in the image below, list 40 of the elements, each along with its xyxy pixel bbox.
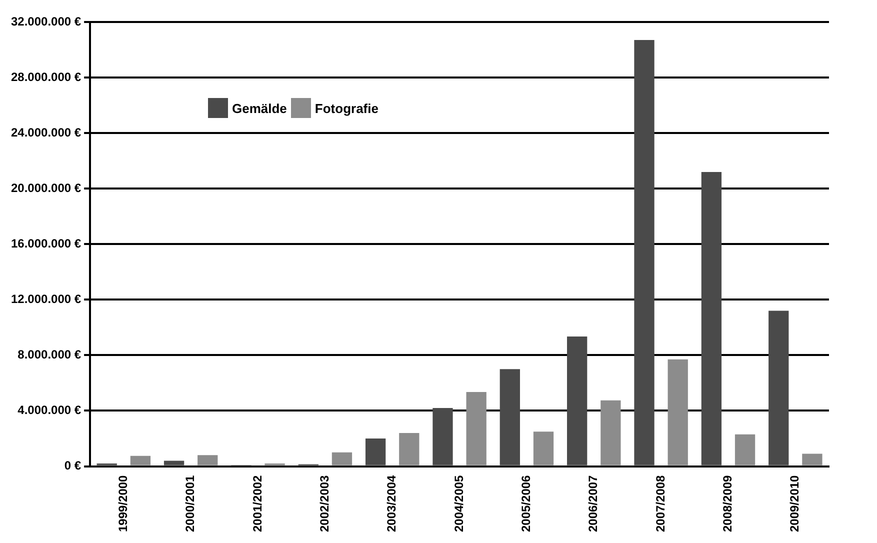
x-tick-label: 2004/2005 (452, 474, 466, 532)
bar (533, 432, 554, 466)
bar (500, 369, 520, 466)
bar (567, 336, 588, 466)
y-tick-label: 32.000.000 € (10, 14, 82, 28)
y-tick-label: 0 € (64, 458, 82, 473)
x-tick-label: 2000/2001 (183, 474, 198, 532)
x-tick-label: 2005/2006 (519, 474, 534, 532)
x-tick-label: 2008/2009 (720, 474, 735, 532)
x-tick-label: 2001/2002 (250, 474, 264, 532)
y-tick-label: 12.000.000 € (10, 292, 82, 306)
bar (600, 400, 621, 466)
y-tick-label: 20.000.000 € (10, 180, 82, 195)
x-tick-label: 2009/2010 (788, 474, 802, 532)
x-tick-label: 2003/2004 (384, 474, 399, 532)
bar (365, 438, 386, 466)
x-tick-label: 1999/2000 (116, 474, 130, 532)
bar (432, 408, 453, 466)
bar (332, 452, 352, 466)
y-tick-label: 8.000.000 € (18, 348, 82, 362)
x-tick-label: 2006/2007 (586, 474, 600, 532)
bar (198, 455, 218, 466)
bar (399, 432, 420, 466)
bar (768, 310, 789, 466)
bar (734, 434, 756, 466)
bar (701, 172, 722, 466)
x-tick-label: 2007/2008 (653, 474, 668, 532)
bar (164, 460, 184, 466)
legend-label: Fotografie (314, 100, 378, 116)
bar (668, 359, 688, 466)
bar (802, 454, 822, 466)
bar (130, 456, 151, 466)
bar (634, 40, 654, 466)
y-tick-label: 24.000.000 € (10, 125, 82, 140)
x-tick-label: 2002/2003 (317, 474, 332, 532)
y-tick-label: 28.000.000 € (10, 70, 82, 84)
legend-label: Gemälde (232, 100, 287, 116)
y-tick-label: 16.000.000 € (10, 236, 82, 250)
y-tick-label: 4.000.000 € (18, 403, 82, 418)
bar (466, 392, 486, 466)
